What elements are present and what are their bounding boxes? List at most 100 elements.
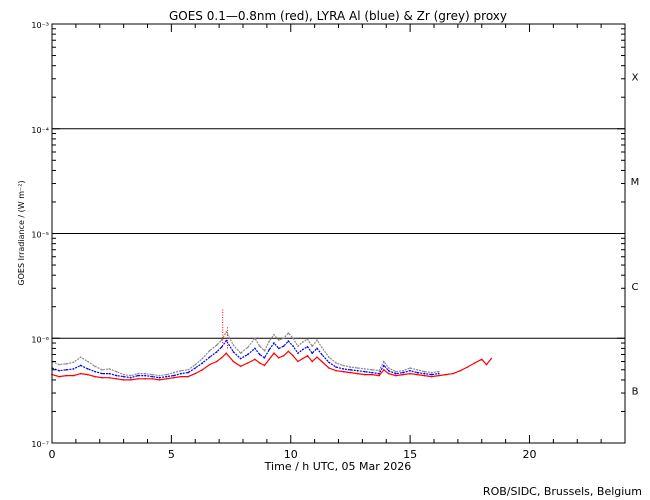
- y-tick-label: 10⁻⁵: [31, 231, 49, 240]
- data-point-red: [490, 357, 493, 360]
- data-point-blue: [316, 347, 318, 350]
- data-point-grey: [225, 331, 228, 333]
- data-point-red: [172, 376, 175, 379]
- data-point-red: [246, 362, 249, 364]
- data-point-grey: [79, 356, 82, 358]
- data-point-grey: [65, 363, 68, 365]
- data-series: [51, 309, 493, 381]
- data-point-red: [301, 357, 304, 360]
- data-point-red: [94, 375, 96, 378]
- data-point-red: [395, 374, 397, 377]
- data-point-grey: [409, 367, 411, 369]
- data-point-grey: [172, 371, 175, 374]
- data-point-blue: [144, 374, 146, 377]
- data-point-red: [137, 378, 139, 380]
- data-point-red: [151, 378, 154, 380]
- data-point-blue: [342, 368, 345, 370]
- data-point-red: [316, 356, 318, 358]
- x-tick-label-15: 15: [403, 448, 417, 461]
- data-point-blue: [363, 370, 366, 373]
- data-point-red: [342, 370, 345, 373]
- data-point-blue: [328, 361, 330, 364]
- data-point-red: [371, 373, 373, 376]
- data-point-grey: [108, 368, 111, 370]
- y-axis-label: GOES Irradiance / (W m⁻²): [17, 180, 26, 285]
- data-point-blue: [108, 372, 111, 375]
- data-point-red: [194, 372, 197, 375]
- y-tick-label: 10⁻⁶: [31, 335, 49, 344]
- data-point-grey: [278, 339, 280, 341]
- data-point-blue: [273, 342, 275, 344]
- data-point-grey: [328, 356, 330, 358]
- data-point-red: [273, 352, 275, 354]
- data-point-red: [268, 358, 271, 361]
- data-point-blue: [115, 374, 118, 377]
- data-point-red: [282, 354, 285, 357]
- data-point-red: [363, 373, 366, 376]
- data-point-blue: [137, 374, 139, 377]
- data-point-grey: [268, 340, 271, 342]
- data-point-blue: [220, 346, 223, 349]
- data-point-grey: [387, 367, 390, 369]
- y-axis: 10⁻⁷ 10⁻⁶ 10⁻⁵ 10⁻⁴ 10⁻³: [31, 21, 625, 449]
- data-point-blue: [395, 372, 397, 375]
- data-point-red: [201, 368, 204, 371]
- data-point-blue: [311, 352, 314, 354]
- data-point-grey: [316, 339, 318, 341]
- data-point-grey: [297, 345, 299, 347]
- data-point-red: [79, 372, 82, 375]
- data-point-blue: [409, 369, 411, 372]
- data-point-grey: [320, 346, 323, 349]
- data-point-grey: [342, 364, 345, 367]
- data-point-grey: [335, 362, 337, 364]
- x-tick-label-0: 0: [49, 448, 56, 461]
- data-point-red: [115, 378, 118, 380]
- data-point-grey: [201, 357, 204, 360]
- x-axis: 0 5 10 15 20: [49, 24, 626, 461]
- data-point-grey: [215, 344, 218, 346]
- data-point-grey: [423, 370, 426, 373]
- data-point-red: [254, 358, 256, 361]
- data-point-red: [108, 376, 111, 379]
- data-point-grey: [378, 369, 380, 372]
- data-point-grey: [301, 341, 304, 343]
- data-point-grey: [395, 370, 397, 373]
- data-point-grey: [371, 368, 373, 371]
- data-point-blue: [292, 345, 294, 347]
- data-point-red: [445, 373, 447, 376]
- data-point-blue: [371, 371, 373, 374]
- data-point-blue: [180, 372, 182, 375]
- data-point-red: [144, 378, 146, 380]
- data-point-red: [278, 357, 280, 359]
- data-point-red: [335, 369, 337, 372]
- data-point-grey: [292, 337, 294, 340]
- data-point-grey: [151, 373, 154, 376]
- data-point-red: [220, 357, 223, 359]
- x-tick-label-20: 20: [523, 448, 537, 461]
- data-point-blue: [87, 368, 89, 370]
- data-point-red: [437, 374, 440, 377]
- data-point-blue: [101, 372, 103, 375]
- data-point-grey: [72, 361, 75, 364]
- x-tick-label-5: 5: [168, 448, 175, 461]
- data-point-grey: [273, 333, 275, 336]
- data-point-red: [129, 379, 132, 381]
- flare-class-B: B: [632, 387, 639, 398]
- data-point-blue: [72, 368, 75, 370]
- y-tick-label: 10⁻⁴: [31, 126, 49, 135]
- data-point-grey: [58, 363, 60, 366]
- data-point-grey: [187, 368, 189, 371]
- data-point-grey: [437, 370, 440, 373]
- data-point-grey: [416, 368, 419, 371]
- data-point-blue: [320, 353, 323, 356]
- data-point-blue: [268, 348, 271, 351]
- data-point-red: [225, 352, 228, 354]
- y-tick-label: 10⁻³: [31, 21, 49, 30]
- data-point-red: [349, 371, 352, 374]
- data-point-red: [430, 375, 433, 378]
- data-point-red: [297, 360, 299, 363]
- data-point-red: [328, 367, 330, 369]
- data-point-blue: [301, 348, 304, 351]
- y-tick-label: 10⁻⁷: [31, 440, 49, 449]
- data-point-blue: [172, 374, 175, 377]
